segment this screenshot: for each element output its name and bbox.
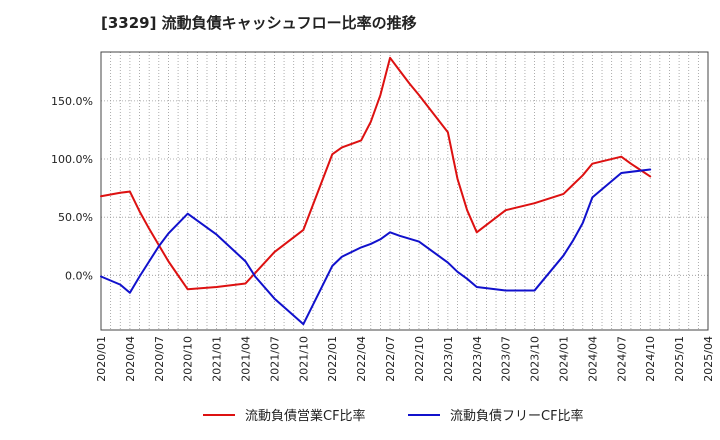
x-tick-label: 2021/04 bbox=[240, 336, 253, 382]
x-tick-label: 2022/10 bbox=[413, 336, 426, 382]
x-tick-label: 2023/04 bbox=[471, 336, 484, 382]
x-tick-label: 2022/01 bbox=[326, 336, 339, 382]
x-tick-label: 2021/01 bbox=[211, 336, 224, 382]
plot-frame bbox=[100, 51, 709, 331]
x-tick-label: 2021/07 bbox=[268, 336, 281, 382]
x-tick-label: 2022/07 bbox=[384, 336, 397, 382]
chart-title: [3329] 流動負債キャッシュフロー比率の推移 bbox=[101, 14, 417, 32]
grid-layer bbox=[101, 52, 708, 330]
y-tick-label: 100.0% bbox=[51, 153, 93, 166]
series-line-1 bbox=[100, 56, 652, 291]
y-tick-label: 150.0% bbox=[51, 95, 93, 108]
x-tick-label: 2024/10 bbox=[644, 336, 657, 382]
x-tick-label: 2024/01 bbox=[557, 336, 570, 382]
y-tick-label: 0.0% bbox=[65, 269, 93, 282]
x-tick-label: 2020/10 bbox=[182, 336, 195, 382]
legend-label-1: 流動負債営業CF比率 bbox=[245, 408, 366, 424]
x-tick-label: 2023/01 bbox=[442, 336, 455, 382]
legend-label-2: 流動負債フリーCF比率 bbox=[450, 408, 584, 424]
y-axis-ticks: 0.0% 50.0% 100.0% 150.0% bbox=[51, 95, 93, 282]
x-axis-ticks: 2020/01 2020/04 2020/07 2020/10 2021/01 2021/… bbox=[95, 336, 715, 382]
series-line-2 bbox=[100, 168, 652, 326]
x-tick-label: 2023/10 bbox=[529, 336, 542, 382]
x-tick-label: 2024/04 bbox=[586, 336, 599, 382]
x-tick-label: 2024/07 bbox=[615, 336, 628, 382]
x-tick-label: 2020/07 bbox=[153, 336, 166, 382]
x-tick-label: 2020/04 bbox=[124, 336, 137, 382]
x-tick-label: 2025/04 bbox=[702, 336, 715, 382]
x-tick-label: 2023/07 bbox=[500, 336, 513, 382]
x-tick-label: 2021/10 bbox=[297, 336, 310, 382]
x-tick-label: 2020/01 bbox=[95, 336, 108, 382]
series-layer bbox=[100, 56, 652, 326]
legend: 流動負債営業CF比率 流動負債フリーCF比率 bbox=[203, 408, 584, 424]
x-tick-label: 2025/01 bbox=[673, 336, 686, 382]
x-tick-label: 2022/04 bbox=[355, 336, 368, 382]
y-tick-label: 50.0% bbox=[58, 211, 93, 224]
